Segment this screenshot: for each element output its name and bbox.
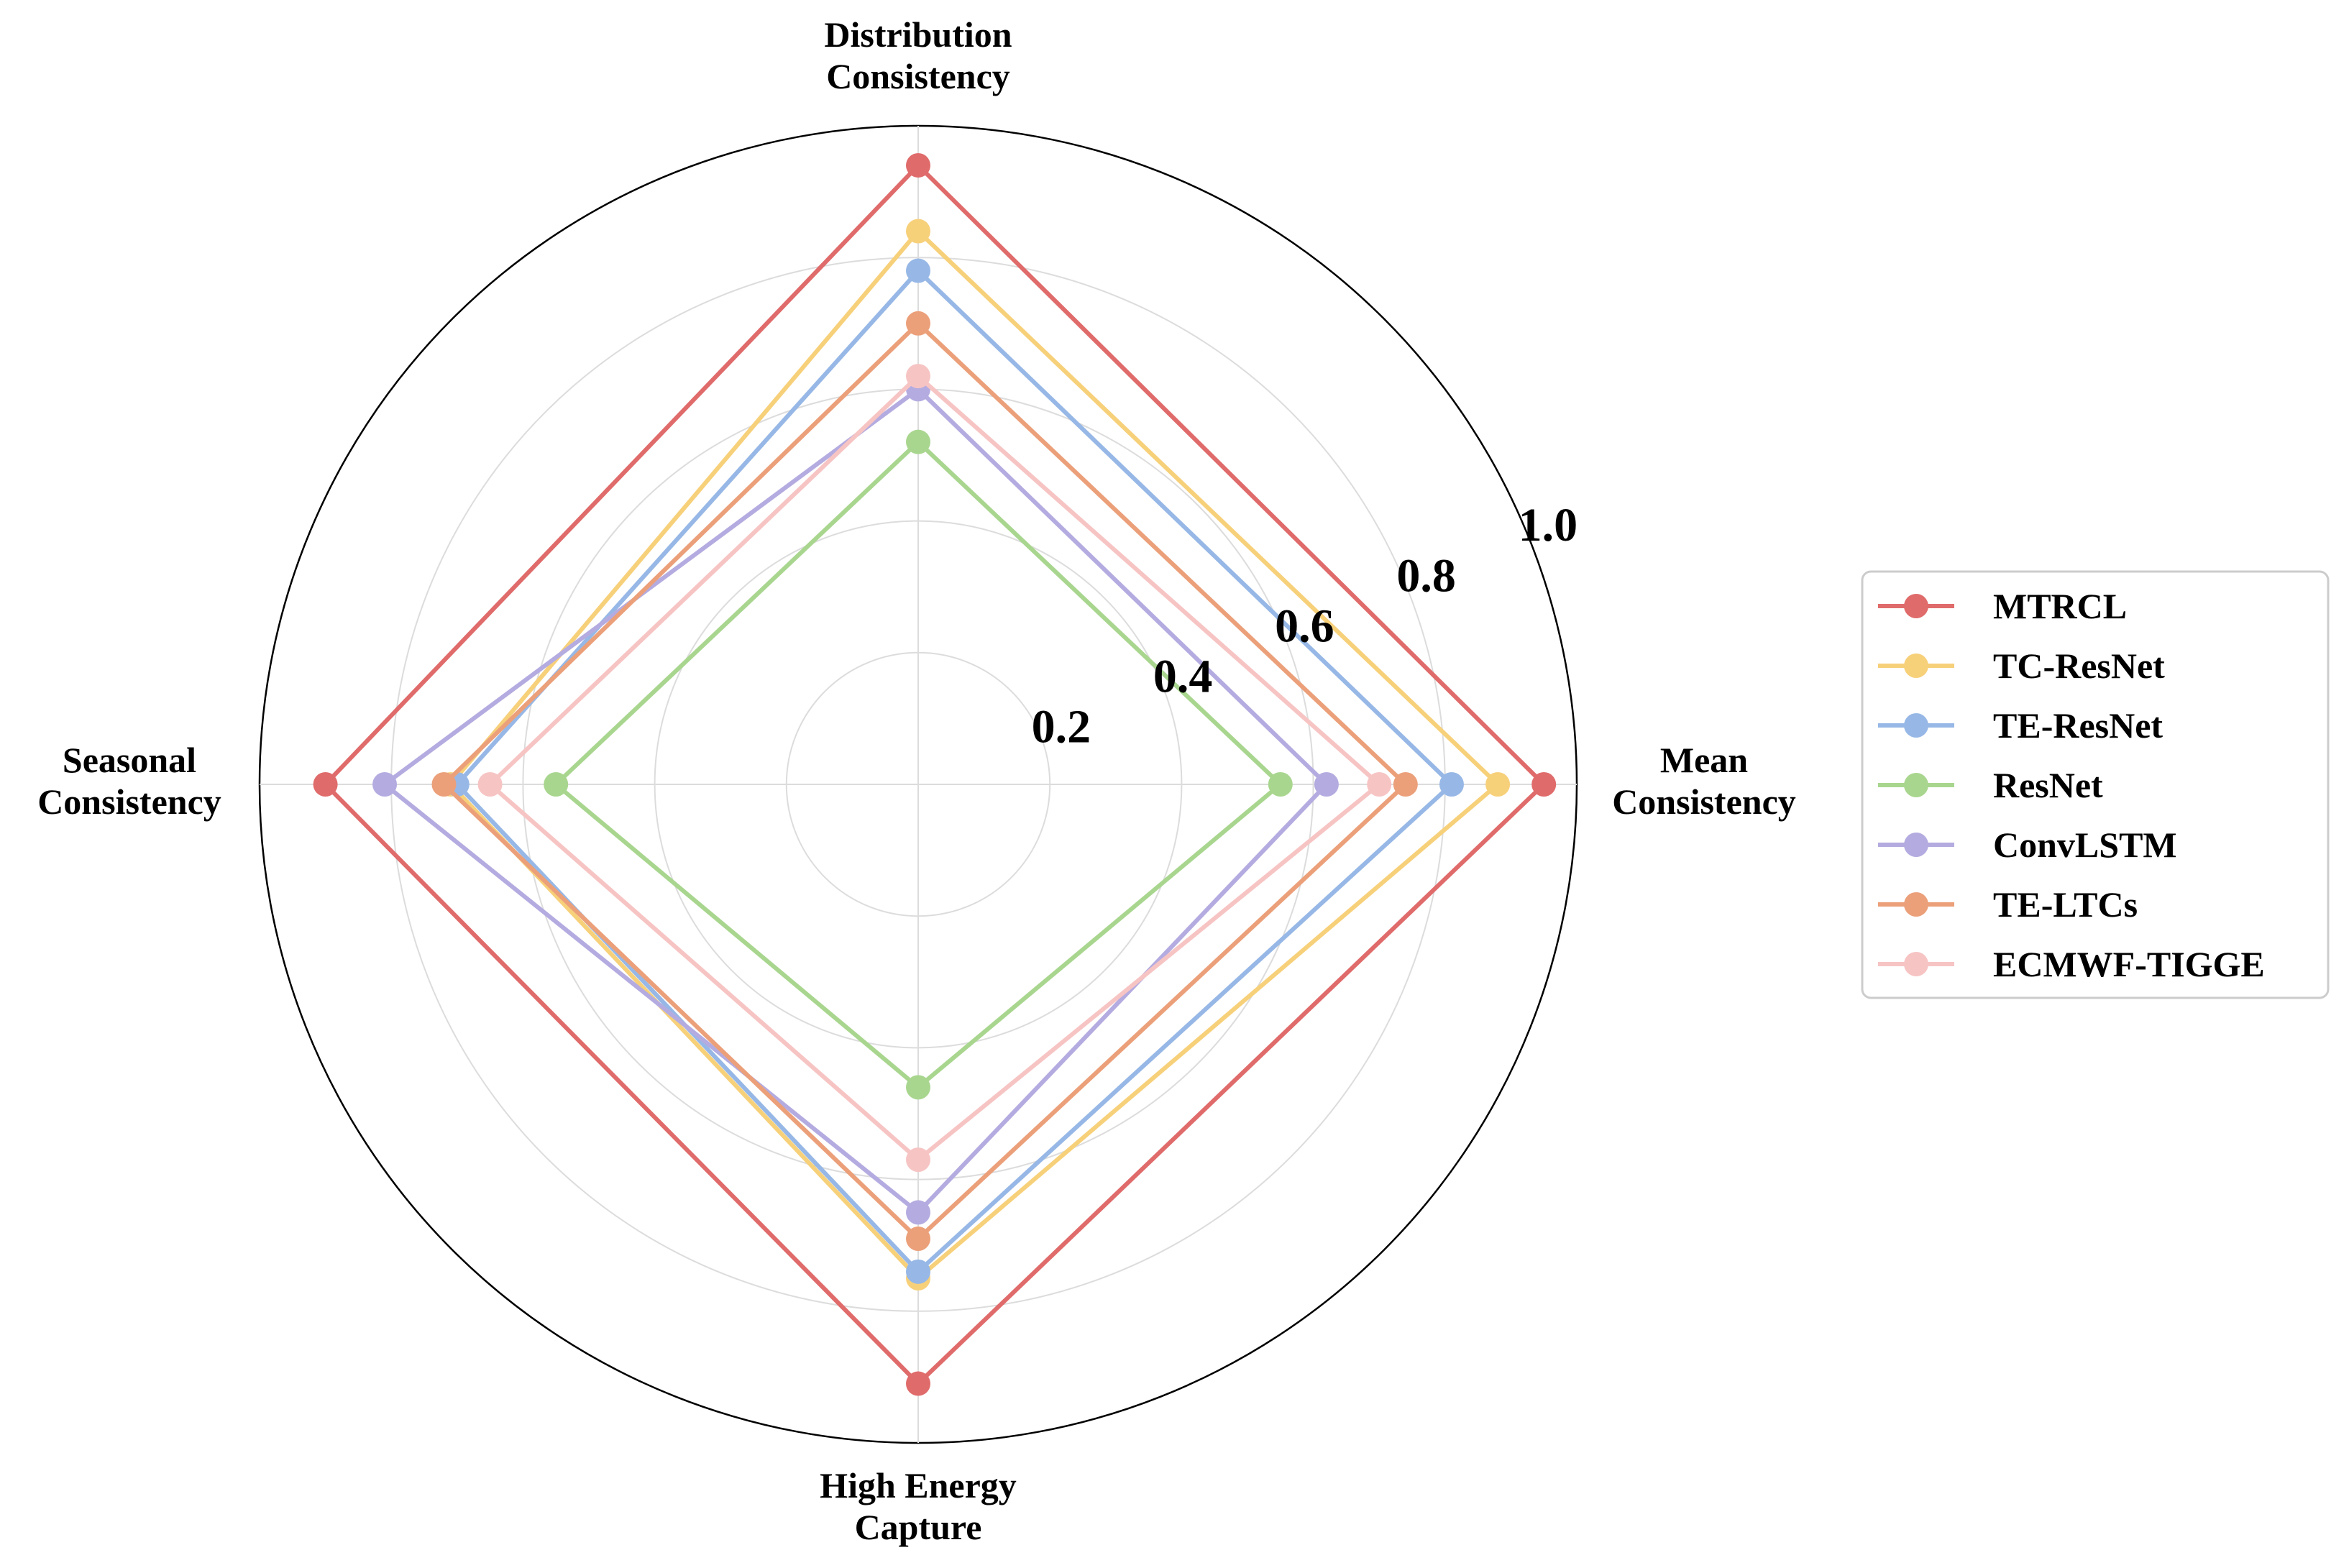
data-point-TE-ResNet-0 bbox=[1439, 772, 1464, 797]
legend-item-ConvLSTM: ConvLSTM bbox=[1878, 825, 2177, 865]
series-line-TE-ResNet bbox=[454, 268, 1454, 1274]
legend-marker bbox=[1904, 713, 1928, 738]
series-line-MTRCL bbox=[323, 162, 1547, 1386]
axis-label-1: Distribution Consistency bbox=[824, 14, 1012, 96]
tick-label-4: 1.0 bbox=[1519, 499, 1578, 551]
tick-label-3: 0.8 bbox=[1396, 549, 1456, 602]
data-point-MTRCL-1 bbox=[906, 152, 930, 178]
data-point-TE-ResNet-1 bbox=[906, 258, 930, 283]
axis-label-3: High Energy Capture bbox=[820, 1465, 1017, 1547]
series-line-TC-ResNet bbox=[448, 229, 1501, 1280]
data-point-ConvLSTM-0 bbox=[1314, 772, 1339, 797]
series-line-TE-LTCs bbox=[441, 321, 1408, 1242]
series-TE-LTCs bbox=[431, 311, 1418, 1252]
tick-label-2: 0.6 bbox=[1275, 600, 1334, 652]
series-line-ECMWF-TIGGE bbox=[487, 374, 1382, 1163]
series-MTRCL bbox=[313, 152, 1557, 1396]
data-point-MTRCL-2 bbox=[313, 772, 338, 797]
legend-marker bbox=[1904, 833, 1928, 857]
data-point-TE-LTCs-1 bbox=[906, 311, 930, 336]
legend-marker bbox=[1904, 892, 1928, 917]
legend-marker bbox=[1904, 654, 1928, 678]
series-ResNet bbox=[544, 429, 1293, 1100]
legend-label: ConvLSTM bbox=[1993, 825, 2177, 865]
legend: MTRCL TC-ResNet TE-ResNet ResNet ConvLSTM TE-… bbox=[1861, 570, 2330, 999]
legend-item-TC-ResNet: TC-ResNet bbox=[1878, 646, 2165, 686]
data-point-TE-LTCs-2 bbox=[431, 772, 457, 797]
data-point-MTRCL-3 bbox=[906, 1371, 930, 1396]
data-point-TE-LTCs-3 bbox=[906, 1227, 930, 1252]
tick-label-0: 0.2 bbox=[1032, 701, 1091, 753]
data-point-ResNet-1 bbox=[906, 429, 930, 454]
data-point-ECMWF-TIGGE-3 bbox=[906, 1147, 930, 1173]
legend-label: TE-LTCs bbox=[1993, 884, 2138, 925]
data-point-TE-ResNet-3 bbox=[906, 1259, 930, 1284]
series bbox=[313, 152, 1557, 1396]
legend-item-TE-LTCs: TE-LTCs bbox=[1878, 884, 2138, 925]
data-point-TE-LTCs-0 bbox=[1393, 772, 1418, 797]
legend-item-ECMWF-TIGGE: ECMWF-TIGGE bbox=[1878, 944, 2265, 984]
data-point-ResNet-3 bbox=[906, 1075, 930, 1100]
axis-labels: Mean Consistency Distribution Consistency Se… bbox=[37, 14, 1796, 1547]
legend-label: ECMWF-TIGGE bbox=[1993, 944, 2265, 984]
data-point-MTRCL-0 bbox=[1531, 772, 1557, 797]
series-ConvLSTM bbox=[372, 377, 1339, 1225]
tick-label-1: 0.4 bbox=[1153, 651, 1213, 703]
data-point-TC-ResNet-1 bbox=[906, 219, 930, 244]
data-point-ECMWF-TIGGE-0 bbox=[1367, 772, 1392, 797]
data-point-ConvLSTM-2 bbox=[372, 772, 398, 797]
legend-item-TE-ResNet: TE-ResNet bbox=[1878, 705, 2163, 746]
data-point-ConvLSTM-3 bbox=[906, 1200, 930, 1225]
legend-marker bbox=[1904, 773, 1928, 797]
axis-label-0: Mean Consistency bbox=[1612, 740, 1796, 822]
series-TC-ResNet bbox=[438, 219, 1511, 1290]
series-line-ConvLSTM bbox=[383, 387, 1329, 1215]
radial-tick-labels: 0.2 0.4 0.6 0.8 1.0 bbox=[1032, 499, 1578, 753]
data-point-TC-ResNet-0 bbox=[1485, 772, 1511, 797]
data-point-ECMWF-TIGGE-1 bbox=[906, 364, 930, 389]
series-ECMWF-TIGGE bbox=[477, 364, 1392, 1173]
legend-frame bbox=[1861, 570, 2330, 999]
legend-marker bbox=[1904, 594, 1928, 618]
axis-label-2: Seasonal Consistency bbox=[37, 740, 221, 822]
legend-label: TC-ResNet bbox=[1993, 646, 2165, 686]
legend-item-MTRCL: MTRCL bbox=[1878, 586, 2127, 626]
data-point-ResNet-2 bbox=[544, 772, 569, 797]
legend-marker bbox=[1904, 952, 1928, 976]
data-point-ECMWF-TIGGE-2 bbox=[477, 772, 503, 797]
legend-label: MTRCL bbox=[1993, 586, 2127, 626]
legend-item-ResNet: ResNet bbox=[1878, 765, 2103, 805]
data-point-ResNet-0 bbox=[1268, 772, 1293, 797]
legend-label: ResNet bbox=[1993, 765, 2103, 805]
legend-label: TE-ResNet bbox=[1993, 705, 2163, 746]
